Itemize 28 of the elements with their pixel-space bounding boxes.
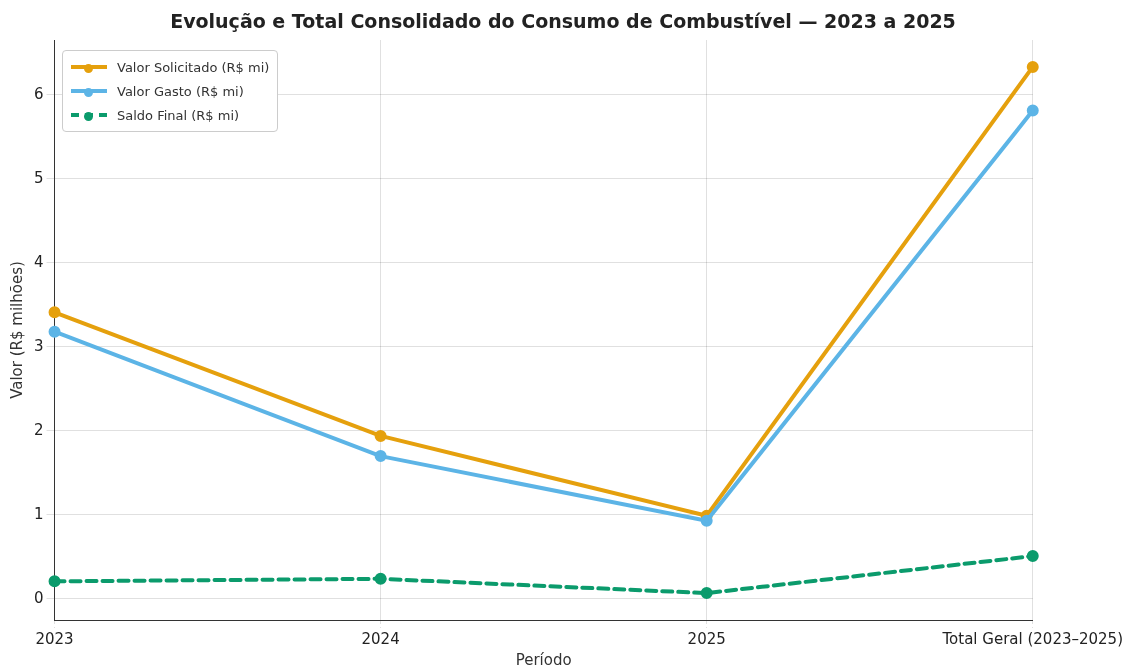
- point: [1026, 104, 1039, 117]
- legend-label: Saldo Final (R$ mi): [117, 107, 240, 123]
- y-tick-label: 6: [34, 84, 44, 103]
- point: [374, 572, 387, 585]
- y-axis-title: Valor (R$ milhões): [7, 261, 26, 399]
- point: [48, 306, 61, 319]
- point: [700, 587, 713, 600]
- chart-title: Evolução e Total Consolidado do Consumo de Combustível — 2023 a 2025: [169, 10, 957, 32]
- y-tick-label: 4: [34, 252, 44, 271]
- x-tick-label: 2024: [361, 629, 400, 648]
- point: [374, 429, 387, 442]
- legend-label: Valor Solicitado (R$ mi): [117, 59, 270, 75]
- y-tick-label: 1: [34, 504, 44, 523]
- point: [1026, 60, 1039, 73]
- x-tick-label: Total Geral (2023–2025): [941, 629, 1123, 648]
- point: [1026, 550, 1039, 563]
- x-tick-label: 2023: [35, 629, 74, 648]
- y-tick-label: 3: [34, 336, 44, 355]
- x-axis-title: Período: [515, 650, 572, 669]
- y-tick-label: 2: [34, 420, 44, 439]
- y-tick-label: 5: [34, 168, 44, 187]
- point: [48, 325, 61, 338]
- point: [48, 575, 61, 588]
- y-tick-label: 0: [34, 588, 44, 607]
- legend-label: Valor Gasto (R$ mi): [117, 83, 244, 99]
- x-tick-label: 2025: [687, 629, 726, 648]
- point: [700, 514, 713, 527]
- point: [374, 450, 387, 463]
